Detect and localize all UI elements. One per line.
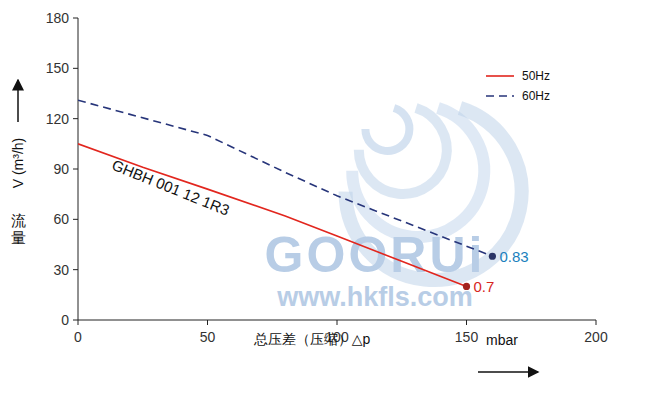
y-tick [73, 18, 78, 19]
model-label: GHBH 001 12 1R3 [110, 156, 232, 219]
x-tick-label: 200 [584, 329, 608, 345]
x-tick [596, 320, 597, 325]
y-tick [73, 269, 78, 270]
legend-label: 60Hz [522, 89, 550, 103]
x-tick-label: 50 [200, 329, 216, 345]
y-axis-name-char: 量 [11, 229, 26, 246]
y-tick-label: 60 [53, 211, 69, 227]
y-tick [73, 219, 78, 220]
y-tick [73, 118, 78, 119]
y-arrow [17, 80, 19, 122]
y-tick [73, 169, 78, 170]
axes: 0306090120150180050100150200总压差（压缩）△pmba… [10, 10, 608, 372]
x-tick [466, 320, 467, 325]
y-axis-name-char: 流 [11, 212, 26, 229]
x-axis-unit: mbar [486, 332, 518, 348]
y-axis-label: V (m³/h) [10, 138, 26, 189]
series-line [78, 100, 492, 256]
endpoint-label: 0.7 [474, 278, 495, 295]
y-tick-label: 90 [53, 161, 69, 177]
watermark-swirl [365, 108, 409, 151]
watermark: GOORUiwww.hkfls.com [265, 108, 522, 312]
legend-label: 50Hz [522, 69, 550, 83]
watermark-swirl [359, 108, 447, 194]
watermark-swirl [352, 108, 484, 237]
x-tick [78, 320, 79, 325]
watermark-logo: GOORUi [265, 227, 486, 283]
x-tick [337, 320, 338, 325]
y-tick [73, 68, 78, 69]
x-tick-label: 0 [74, 329, 82, 345]
legend-swatch [486, 95, 514, 97]
annotations: 0.70.83 GHBH 001 12 1R3 [110, 156, 529, 295]
y-tick-label: 120 [46, 111, 70, 127]
x-axis-label: 总压差（压缩）△p [253, 331, 371, 347]
endpoint-label: 0.83 [499, 248, 528, 265]
chart: GOORUiwww.hkfls.com030609012015018005010… [0, 0, 650, 399]
y-tick-label: 30 [53, 262, 69, 278]
y-tick-label: 180 [46, 10, 70, 26]
watermark-url: www.hkfls.com [276, 282, 473, 312]
y-tick-label: 0 [61, 312, 69, 328]
x-tick [207, 320, 208, 325]
y-tick [73, 320, 78, 321]
series-line [78, 144, 467, 287]
y-axis-name: 流量 [11, 212, 26, 246]
series-marker [489, 253, 496, 260]
x-tick-label: 150 [455, 329, 479, 345]
legend: 50Hz 60Hz [486, 69, 550, 103]
plot-area [78, 100, 492, 286]
series-marker [463, 283, 470, 290]
y-tick-label: 150 [46, 60, 70, 76]
legend-swatch [486, 75, 514, 77]
x-arrow [478, 371, 538, 373]
